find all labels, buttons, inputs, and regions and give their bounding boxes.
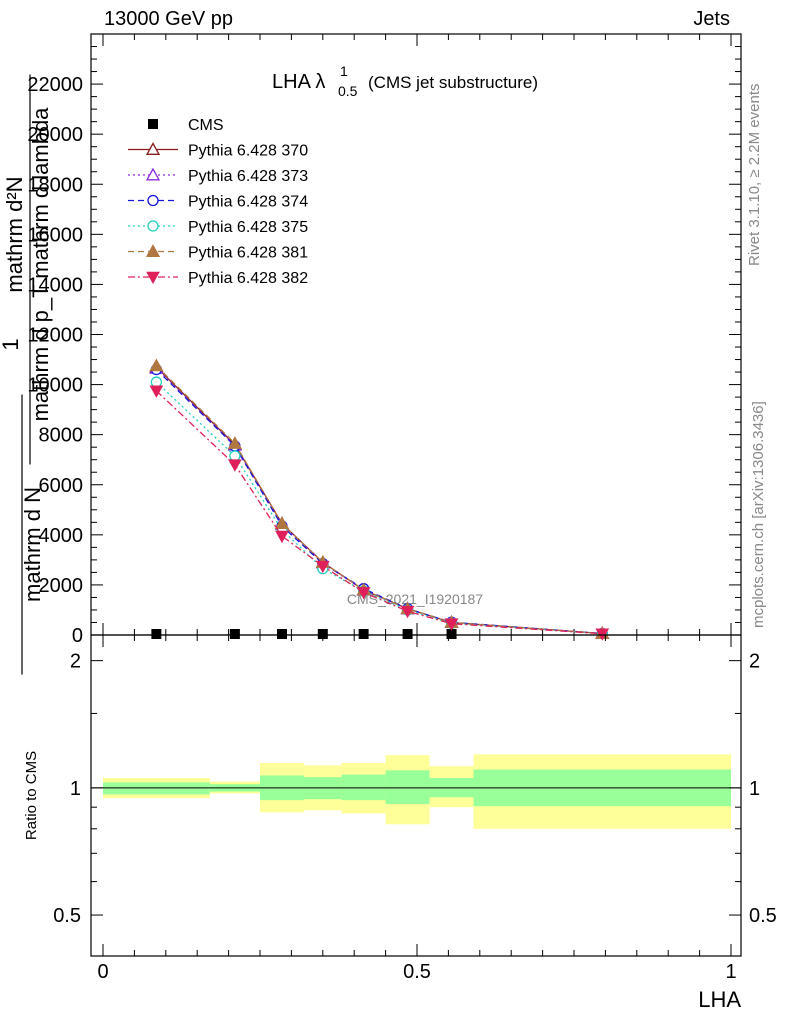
data-point-6-3 bbox=[315, 560, 330, 574]
data-point-5-1 bbox=[227, 436, 242, 449]
ratio-tick-label-right: 0.5 bbox=[749, 905, 777, 927]
legend-marker-5 bbox=[145, 244, 161, 257]
watermark: CMS_2021_I1920187 bbox=[347, 591, 483, 607]
data-point-5-0 bbox=[149, 358, 164, 372]
legend-marker-3 bbox=[147, 194, 159, 207]
legend-label-0: CMS bbox=[188, 117, 224, 134]
series-5 bbox=[149, 358, 610, 639]
series-line-6 bbox=[155, 390, 603, 635]
ratio-tick-label-right: 1 bbox=[749, 778, 760, 800]
series-line-4 bbox=[155, 381, 603, 635]
data-point-6-0 bbox=[149, 385, 164, 398]
data-point-0-3 bbox=[317, 628, 328, 639]
y-tick-label: 12000 bbox=[27, 325, 83, 347]
y-tick-label: 14000 bbox=[27, 274, 83, 296]
plot-title-sup: 1 bbox=[340, 63, 348, 79]
data-point-6-4 bbox=[356, 587, 371, 600]
y-tick-label: 10000 bbox=[27, 375, 83, 397]
legend-label-3: Pythia 6.428 374 bbox=[188, 194, 308, 211]
series-0 bbox=[151, 628, 608, 639]
data-point-6-7 bbox=[595, 628, 610, 641]
data-point-0-6 bbox=[446, 628, 457, 639]
legend-marker-6 bbox=[146, 271, 160, 285]
plot-title: LHA λ bbox=[272, 71, 325, 93]
y-tick-label: 2000 bbox=[39, 575, 84, 597]
y-tick-label: 22000 bbox=[27, 74, 83, 96]
y-tick-label: 16000 bbox=[27, 224, 83, 246]
ratio-tick-label-left: 1 bbox=[70, 778, 81, 800]
y-tick-label: 18000 bbox=[27, 174, 83, 196]
legend-marker-1 bbox=[145, 142, 161, 155]
ratio-tick-label-right: 2 bbox=[749, 651, 760, 673]
ratio-tick-label-left: 0.5 bbox=[53, 905, 81, 927]
x-tick-label: 0.5 bbox=[403, 961, 431, 983]
x-tick-label: 1 bbox=[725, 961, 736, 983]
data-point-6-2 bbox=[275, 530, 289, 544]
data-point-6-6 bbox=[444, 618, 459, 631]
ratio-plot: 0 0.5 1 LHA 0.5 0.5 1 1 2 2 Ratio to CMS bbox=[23, 634, 777, 1012]
legend-label-1: Pythia 6.428 370 bbox=[188, 143, 308, 160]
data-point-6-1 bbox=[228, 459, 242, 472]
legend-marker-2 bbox=[145, 167, 161, 181]
x-axis-label: LHA bbox=[698, 987, 741, 1012]
legend-label-6: Pythia 6.428 382 bbox=[188, 270, 308, 287]
legend-label-2: Pythia 6.428 373 bbox=[188, 168, 308, 185]
y-tick-label: 0 bbox=[72, 625, 83, 647]
y-label-prefactor: 1 bbox=[0, 338, 23, 350]
series-1 bbox=[149, 359, 610, 639]
data-point-0-1 bbox=[229, 628, 240, 639]
data-point-5-2 bbox=[274, 516, 290, 530]
y-label-numerator-2: mathrm d²N bbox=[2, 176, 27, 292]
y-tick-label: 20000 bbox=[27, 124, 83, 146]
legend-marker-0 bbox=[148, 119, 158, 129]
y-tick-label: 8000 bbox=[39, 425, 84, 447]
y-tick-label: 6000 bbox=[39, 475, 84, 497]
data-point-6-5 bbox=[400, 605, 415, 619]
legend: CMS Pythia 6.428 370 Pythia 6.428 373 Pythi… bbox=[128, 117, 308, 287]
data-point-0-0 bbox=[151, 628, 162, 639]
y-axis-label: 1 mathrm d N mathrm d²N mathrm d p_T mathrm… bbox=[0, 74, 53, 675]
stat-band-0 bbox=[103, 782, 210, 795]
ratio-y-label: Ratio to CMS bbox=[23, 751, 40, 840]
legend-marker-4 bbox=[147, 220, 159, 232]
header-left: 13000 GeV pp bbox=[104, 8, 233, 30]
ratio-tick-label-left: 2 bbox=[70, 651, 81, 673]
header-right: Jets bbox=[693, 8, 730, 30]
y-tick-label: 4000 bbox=[39, 525, 84, 547]
stat-band-5 bbox=[385, 770, 430, 805]
legend-label-4: Pythia 6.428 375 bbox=[188, 219, 308, 236]
plot-title-note: (CMS jet substructure) bbox=[368, 73, 538, 92]
series-6 bbox=[149, 385, 610, 641]
ratio-frame bbox=[90, 634, 742, 957]
data-point-0-5 bbox=[402, 628, 413, 639]
series-line-5 bbox=[155, 365, 603, 635]
data-point-0-2 bbox=[276, 628, 287, 639]
x-tick-label: 0 bbox=[97, 961, 108, 983]
main-plot: 0 2000 4000 6000 8000 10000 12000 14000 16000 180… bbox=[0, 33, 742, 675]
legend-label-5: Pythia 6.428 381 bbox=[188, 245, 308, 262]
y-label-denominator-1: mathrm d N bbox=[20, 487, 45, 602]
plot-title-sub: 0.5 bbox=[338, 83, 358, 99]
y-label-denominator-2: mathrm d p_T mathrm d lambda bbox=[28, 107, 53, 422]
data-point-0-4 bbox=[358, 628, 369, 639]
